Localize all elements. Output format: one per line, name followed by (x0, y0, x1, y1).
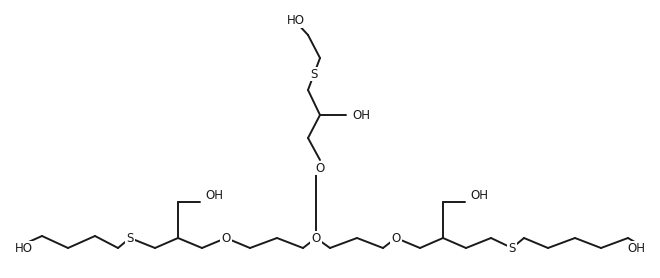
Text: O: O (315, 162, 325, 175)
Text: O: O (391, 232, 401, 244)
Text: OH: OH (627, 242, 645, 254)
Text: S: S (126, 232, 134, 244)
Text: OH: OH (205, 188, 223, 202)
Text: OH: OH (470, 188, 488, 202)
Text: S: S (310, 68, 317, 81)
Text: HO: HO (15, 242, 33, 254)
Text: OH: OH (352, 108, 370, 121)
Text: O: O (312, 232, 321, 244)
Text: HO: HO (287, 14, 305, 27)
Text: S: S (508, 242, 515, 254)
Text: O: O (221, 232, 230, 244)
